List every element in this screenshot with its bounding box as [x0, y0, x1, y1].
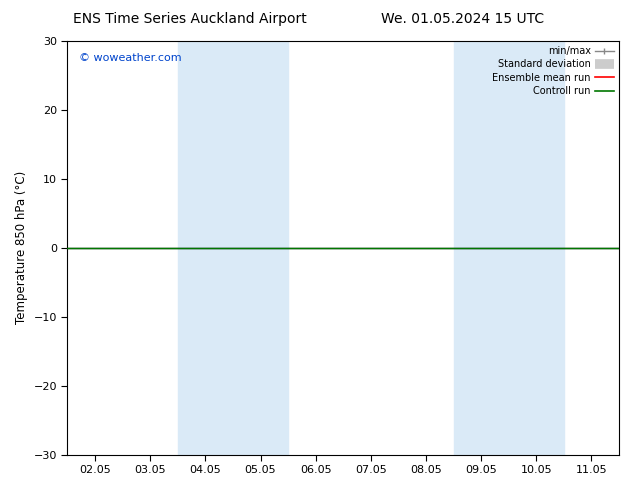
Bar: [453, 41, 508, 455]
Bar: [178, 41, 288, 455]
Legend: min/max, Standard deviation, Ensemble mean run, Controll run: min/max, Standard deviation, Ensemble me…: [490, 44, 616, 98]
Text: © woweather.com: © woweather.com: [79, 53, 181, 64]
Bar: [508, 41, 564, 455]
Y-axis label: Temperature 850 hPa (°C): Temperature 850 hPa (°C): [15, 171, 28, 324]
Text: We. 01.05.2024 15 UTC: We. 01.05.2024 15 UTC: [381, 12, 545, 26]
Text: ENS Time Series Auckland Airport: ENS Time Series Auckland Airport: [74, 12, 307, 26]
